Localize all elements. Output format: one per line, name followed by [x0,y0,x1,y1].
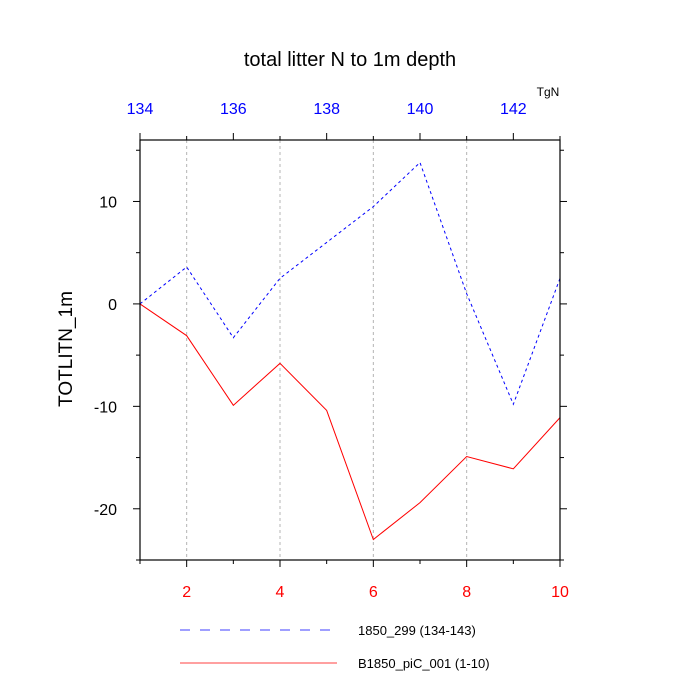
y-axis-tick-label: 0 [108,297,117,314]
legend-label-B1850_piC_001: B1850_piC_001 (1-10) [358,656,490,671]
top-axis-tick-label: 136 [220,101,247,118]
top-axis-tick-label: 142 [500,101,527,118]
y-axis-tick-label: -20 [94,502,117,519]
y-axis-label: TOTLITN_1m [56,291,77,407]
y-axis-tick-label: 10 [99,194,117,211]
bottom-axis-tick-label: 2 [182,584,191,601]
axis-tick-labels: 2 4 6 8 10 134 136 138 140 142 10 0 -10 -20 [94,101,569,601]
chart-title: total litter N to 1m depth [244,49,456,71]
top-axis-units: TgN [537,85,560,99]
top-axis-tick-label: 138 [313,101,340,118]
y-axis-tick-label: -10 [94,399,117,416]
bottom-axis-tick-label: 6 [369,584,378,601]
top-axis-tick-label: 134 [127,101,154,118]
grid-lines [186,140,561,560]
bottom-axis-tick-label: 8 [462,584,471,601]
plot-frame [139,139,561,561]
series-line-B1850_piC_001 [139,303,561,541]
legend: 1850_299 (134-143) B1850_piC_001 (1-10) [180,623,490,671]
series-line-1850_299 [139,161,561,406]
top-axis-tick-label: 140 [407,101,434,118]
series-lines [139,161,561,541]
axis-ticks [133,133,567,567]
bottom-axis-tick-label: 4 [276,584,285,601]
legend-label-1850_299: 1850_299 (134-143) [358,623,476,638]
bottom-axis-tick-label: 10 [551,584,569,601]
